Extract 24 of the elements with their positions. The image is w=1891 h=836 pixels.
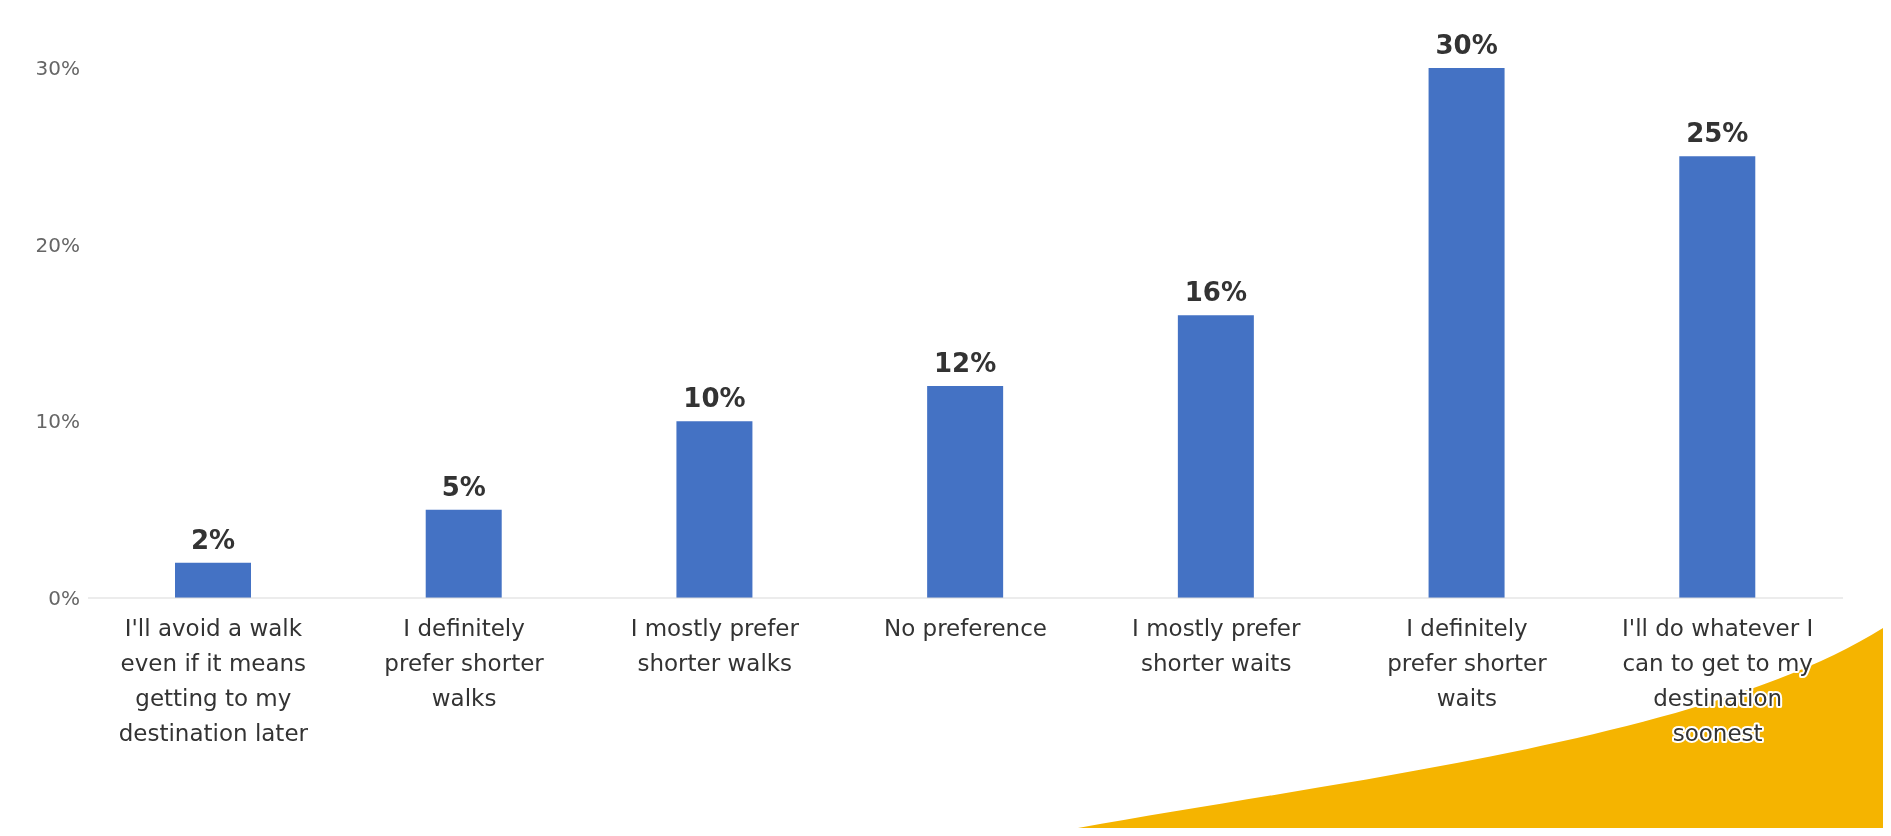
bar bbox=[676, 421, 753, 598]
bar bbox=[1679, 156, 1756, 598]
x-tick-label: I definitely prefer shorter waits bbox=[1387, 615, 1548, 711]
y-tick-label: 30% bbox=[35, 56, 80, 81]
x-tick-label: I'll avoid a walk even if it means getting to my destination later bbox=[118, 615, 309, 746]
y-tick-label: 20% bbox=[35, 232, 80, 257]
data-label: 5% bbox=[441, 471, 486, 502]
bar bbox=[1177, 315, 1254, 598]
data-label: 10% bbox=[683, 383, 746, 414]
y-tick-label: 10% bbox=[35, 409, 80, 434]
x-tick-label: I mostly prefer shorter waits bbox=[1132, 615, 1301, 676]
bar bbox=[1428, 68, 1505, 598]
bar bbox=[175, 562, 251, 598]
data-label: 25% bbox=[1686, 118, 1749, 149]
data-label: 30% bbox=[1435, 30, 1498, 60]
x-tick-label: I mostly prefer shorter walks bbox=[630, 615, 800, 676]
bar bbox=[425, 509, 502, 598]
x-tick-label: I definitely prefer shorter walks bbox=[384, 615, 545, 711]
data-label: 16% bbox=[1184, 277, 1247, 308]
data-label: 2% bbox=[190, 524, 236, 555]
x-tick-label: No preference bbox=[883, 615, 1048, 641]
data-label: 12% bbox=[934, 348, 997, 378]
bar bbox=[927, 386, 1004, 598]
y-tick-label: 0% bbox=[48, 586, 80, 611]
